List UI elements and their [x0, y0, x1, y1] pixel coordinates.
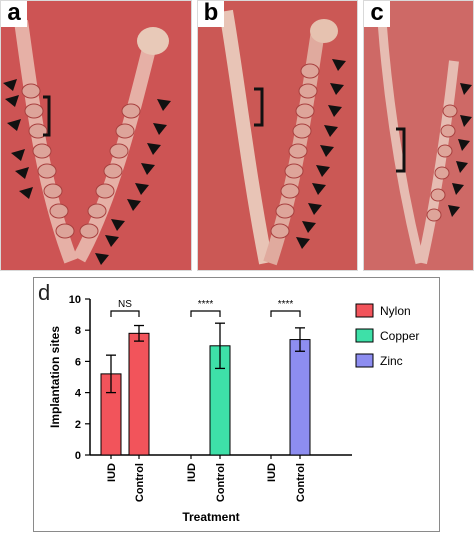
x-tick-label: IUD [106, 463, 118, 482]
y-tick-label: 4 [75, 388, 82, 400]
significance-bracket [270, 310, 301, 317]
panel-label-c: c [364, 1, 390, 27]
y-axis-title: Implantation sites [48, 326, 62, 428]
panel-label-d: d [38, 280, 51, 305]
y-tick-label: 10 [69, 294, 81, 306]
significance-label: NS [118, 299, 132, 310]
legend-swatch-copper [355, 328, 374, 343]
significance-bracket [190, 310, 221, 317]
y-tick-label: 2 [75, 419, 81, 431]
photo-panel-b: b [197, 0, 358, 271]
bar-zinc-control [289, 339, 311, 456]
x-tick-label: IUD [266, 463, 278, 482]
legend-swatch-zinc [355, 353, 374, 368]
y-tick-label: 8 [75, 325, 81, 337]
x-tick-label: Control [134, 463, 146, 502]
legend-label-zinc: Zinc [380, 354, 403, 368]
significance-label: **** [278, 299, 294, 310]
significance-label: **** [198, 299, 214, 310]
photo-panel-c: c [363, 0, 474, 271]
uterus-photo-b [198, 1, 357, 270]
x-tick-label: Control [215, 463, 227, 502]
x-tick-label: Control [295, 463, 307, 502]
bar-nylon-control [128, 332, 150, 456]
panel-label-b: b [198, 1, 224, 27]
legend-label-nylon: Nylon [380, 304, 411, 318]
legend-label-copper: Copper [380, 329, 419, 343]
chart-panel-d: d 0 2 4 6 8 10 Implantation sites IUD Control NS I… [33, 277, 440, 532]
panel-label-a: a [1, 1, 27, 27]
uterus-photo-c [364, 1, 473, 270]
y-tick-label: 6 [75, 356, 81, 368]
photo-panel-a: a [0, 0, 192, 271]
x-axis-title: Treatment [182, 510, 239, 524]
legend-swatch-nylon [355, 303, 374, 318]
x-tick-label: IUD [186, 463, 198, 482]
uterus-photo-a [1, 1, 191, 270]
bar-chart: 0 2 4 6 8 10 Implantation sites IUD Control NS IUD… [48, 294, 419, 524]
y-tick-label: 0 [75, 450, 81, 462]
significance-bracket [110, 310, 140, 317]
